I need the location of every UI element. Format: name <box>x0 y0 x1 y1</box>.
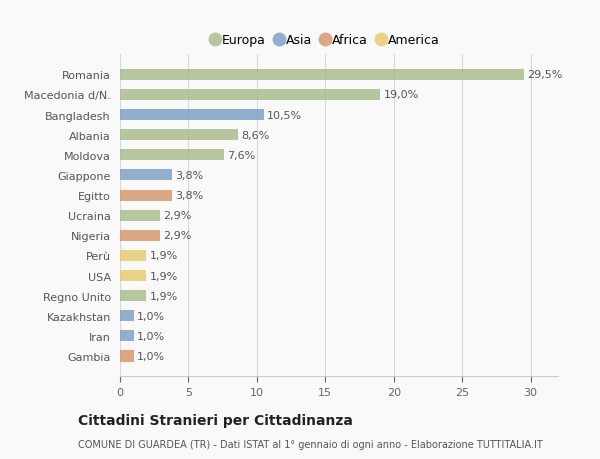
Bar <box>120 270 146 281</box>
Bar <box>120 210 160 221</box>
Text: 29,5%: 29,5% <box>527 70 563 80</box>
Text: 1,0%: 1,0% <box>137 351 165 361</box>
Bar <box>120 70 524 81</box>
Bar <box>120 90 380 101</box>
Bar <box>120 190 172 201</box>
Text: 3,8%: 3,8% <box>175 171 203 180</box>
Bar <box>120 311 134 322</box>
Text: 10,5%: 10,5% <box>267 110 302 120</box>
Bar <box>120 170 172 181</box>
Text: COMUNE DI GUARDEA (TR) - Dati ISTAT al 1° gennaio di ogni anno - Elaborazione TU: COMUNE DI GUARDEA (TR) - Dati ISTAT al 1… <box>78 440 543 449</box>
Bar <box>120 330 134 341</box>
Legend: Europa, Asia, Africa, America: Europa, Asia, Africa, America <box>207 29 445 52</box>
Text: 2,9%: 2,9% <box>163 211 191 221</box>
Text: 3,8%: 3,8% <box>175 190 203 201</box>
Text: 1,0%: 1,0% <box>137 311 165 321</box>
Text: 1,9%: 1,9% <box>149 291 178 301</box>
Bar <box>120 150 224 161</box>
Text: 2,9%: 2,9% <box>163 231 191 241</box>
Bar <box>120 110 264 121</box>
Text: Cittadini Stranieri per Cittadinanza: Cittadini Stranieri per Cittadinanza <box>78 414 353 428</box>
Bar <box>120 230 160 241</box>
Bar <box>120 250 146 262</box>
Text: 1,9%: 1,9% <box>149 271 178 281</box>
Text: 1,9%: 1,9% <box>149 251 178 261</box>
Bar <box>120 351 134 362</box>
Bar <box>120 130 238 141</box>
Text: 19,0%: 19,0% <box>383 90 419 100</box>
Text: 8,6%: 8,6% <box>241 130 269 140</box>
Bar <box>120 291 146 302</box>
Text: 7,6%: 7,6% <box>227 151 256 161</box>
Text: 1,0%: 1,0% <box>137 331 165 341</box>
